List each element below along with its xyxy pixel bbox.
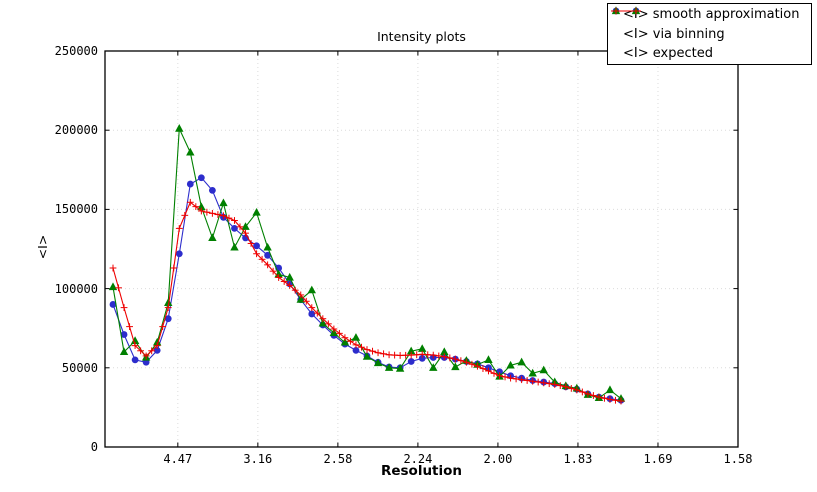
x-tick-label: 4.47	[163, 452, 193, 466]
x-tick-label: 1.58	[723, 452, 753, 466]
x-tick-label: 1.69	[643, 452, 673, 466]
gridlines	[105, 50, 739, 448]
x-tick-label: 1.83	[563, 452, 593, 466]
x-tick-label: 2.58	[323, 452, 353, 466]
y-tick-label: 100000	[54, 281, 98, 296]
series-i-smooth-approximation	[109, 174, 625, 404]
x-tick-label: 2.24	[403, 452, 433, 466]
legend-label: <I> expected	[623, 45, 713, 61]
tick-marks	[105, 50, 739, 448]
y-tick-label: 0	[90, 440, 98, 454]
legend-sample-plus-icon	[611, 7, 641, 15]
x-axis-label: Resolution	[380, 463, 463, 479]
series-i-via-binning	[108, 124, 626, 402]
y-tick-label: 150000	[54, 202, 98, 217]
y-tick-label: 50000	[61, 360, 98, 375]
x-tick-label: 2.00	[483, 452, 513, 466]
y-tick-label: 200000	[54, 123, 98, 138]
legend-label: <I> smooth approximation	[623, 7, 800, 23]
y-tick-label: 250000	[54, 44, 98, 58]
x-tick-label: 3.16	[243, 452, 273, 466]
legend-row-via-binning: <I> via binning	[611, 6, 807, 44]
axes-frame	[104, 50, 739, 448]
y-axis-label: <I>	[34, 234, 50, 260]
legend: <I> smooth approximation <I> via binning…	[607, 3, 812, 65]
series-i-expected	[109, 198, 625, 405]
chart-title: Intensity plots	[377, 29, 466, 44]
legend-label: <I> via binning	[623, 26, 725, 42]
legend-row-expected: <I> expected	[611, 7, 807, 63]
